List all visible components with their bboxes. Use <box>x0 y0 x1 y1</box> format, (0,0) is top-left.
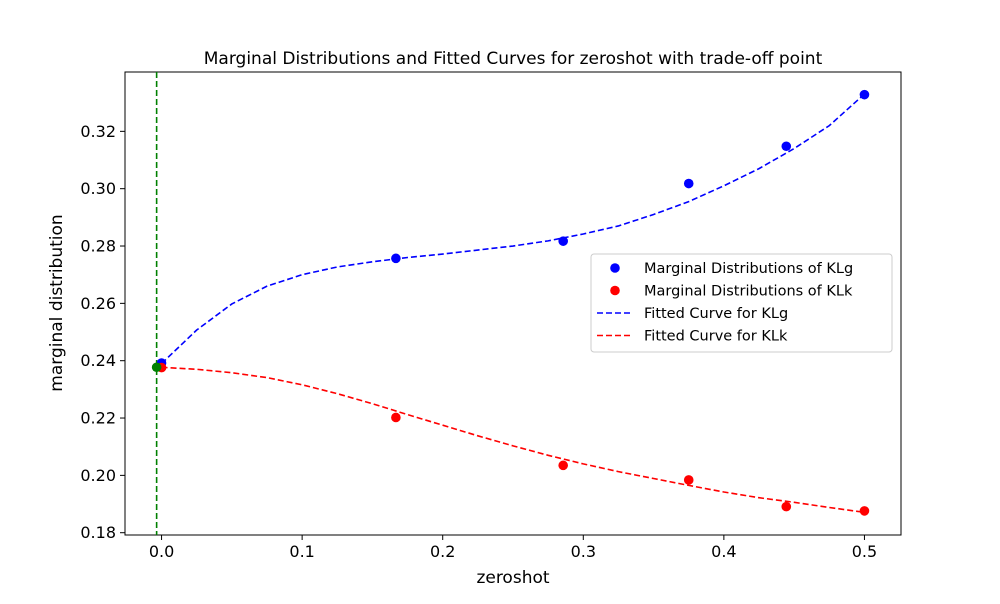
x-tick-label: 0.5 <box>852 542 877 561</box>
legend-fitted-curve-for-klk-label: Fitted Curve for KLk <box>644 329 788 345</box>
y-tick-label: 0.20 <box>80 466 116 485</box>
x-tick-label: 0.4 <box>711 542 736 561</box>
legend: Marginal Distributions of KLg Marginal Di… <box>590 253 893 353</box>
chart-title: Marginal Distributions and Fitted Curves… <box>204 49 823 69</box>
y-tick-label: 0.26 <box>80 294 116 313</box>
fitted-curve-for-klg-line <box>160 93 865 365</box>
legend-marginal-distributions-of-klk-label: Marginal Distributions of KLk <box>644 284 853 300</box>
legend-box <box>590 253 893 353</box>
x-tick-label: 0.1 <box>289 542 314 561</box>
y-tick-label: 0.32 <box>80 122 116 141</box>
x-axis-label: zeroshot <box>476 568 549 588</box>
y-tick-label: 0.22 <box>80 409 116 428</box>
marginal-distributions-of-klk-point <box>683 475 694 485</box>
x-tick-label: 0.2 <box>430 542 455 561</box>
marginal-distributions-of-klg-point <box>391 253 401 264</box>
marginal-distributions-of-klk-point <box>859 506 870 516</box>
legend-fitted-curve-for-klg-label: Fitted Curve for KLg <box>644 306 788 322</box>
y-tick-label: 0.18 <box>80 523 116 542</box>
x-tick-label: 0.3 <box>571 542 596 561</box>
x-tick-label: 0.0 <box>149 542 174 561</box>
legend-marginal-distributions-of-klk-marker <box>610 285 620 296</box>
legend-marginal-distributions-of-klg-label: Marginal Distributions of KLg <box>644 261 853 277</box>
marginal-distributions-of-klg-point <box>558 236 568 246</box>
y-tick-label: 0.28 <box>80 237 116 256</box>
y-axis-label: marginal distribution <box>47 214 67 391</box>
fitted-curve-for-klk-line <box>161 366 865 514</box>
marginal-distributions-of-klk-point <box>391 412 401 423</box>
y-tick-label: 0.24 <box>80 351 116 370</box>
marginal-distributions-of-klg-point <box>683 178 694 189</box>
plot-area: 0.0 0.1 0.2 0.3 0.4 0.5 0.18 0.20 0.22 0.24 0.26 0.… <box>80 71 902 561</box>
marginal-distributions-of-klg-point <box>859 89 870 100</box>
marginal-distributions-of-klk-point <box>781 501 792 512</box>
tradeoff-point <box>151 362 162 373</box>
y-tick-label: 0.30 <box>80 179 116 198</box>
marginal-distributions-of-klg-point <box>781 141 792 152</box>
marginal-distributions-of-klk-point <box>558 460 568 471</box>
legend-marginal-distributions-of-klg-marker <box>610 263 620 273</box>
